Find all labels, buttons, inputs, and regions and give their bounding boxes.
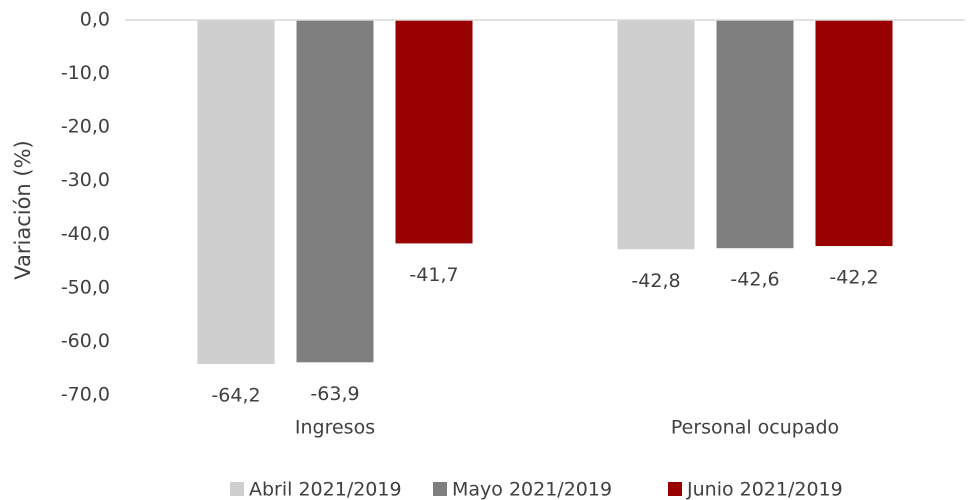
y-tick-label: -70,0 [61, 384, 110, 406]
legend-label: Junio 2021/2019 [686, 479, 843, 500]
bar [395, 20, 473, 244]
legend-swatch [433, 482, 447, 496]
value-label: -42,6 [730, 269, 779, 291]
y-tick-label: -20,0 [61, 116, 110, 138]
bar [815, 20, 893, 247]
bar [296, 20, 374, 363]
y-tick-label: -50,0 [61, 276, 110, 298]
value-label: -64,2 [211, 384, 260, 406]
legend-swatch [668, 482, 682, 496]
legend-label: Abril 2021/2019 [249, 479, 402, 500]
legend-swatch [230, 482, 244, 496]
value-label: -63,9 [310, 383, 359, 405]
y-tick-label: 0,0 [80, 9, 110, 31]
x-tick-label: Personal ocupado [671, 417, 839, 439]
value-label: -42,8 [631, 270, 680, 292]
legend-label: Mayo 2021/2019 [452, 479, 612, 500]
value-label: -41,7 [409, 264, 458, 286]
y-tick-label: -30,0 [61, 169, 110, 191]
bar [716, 20, 794, 249]
value-label: -42,2 [829, 267, 878, 289]
bar [197, 20, 275, 364]
y-tick-label: -10,0 [61, 62, 110, 84]
y-tick-label: -40,0 [61, 223, 110, 245]
bar [617, 20, 695, 250]
y-tick-label: -60,0 [61, 330, 110, 352]
y-axis-label: Variación (%) [11, 140, 35, 280]
x-tick-label: Ingresos [295, 417, 375, 439]
